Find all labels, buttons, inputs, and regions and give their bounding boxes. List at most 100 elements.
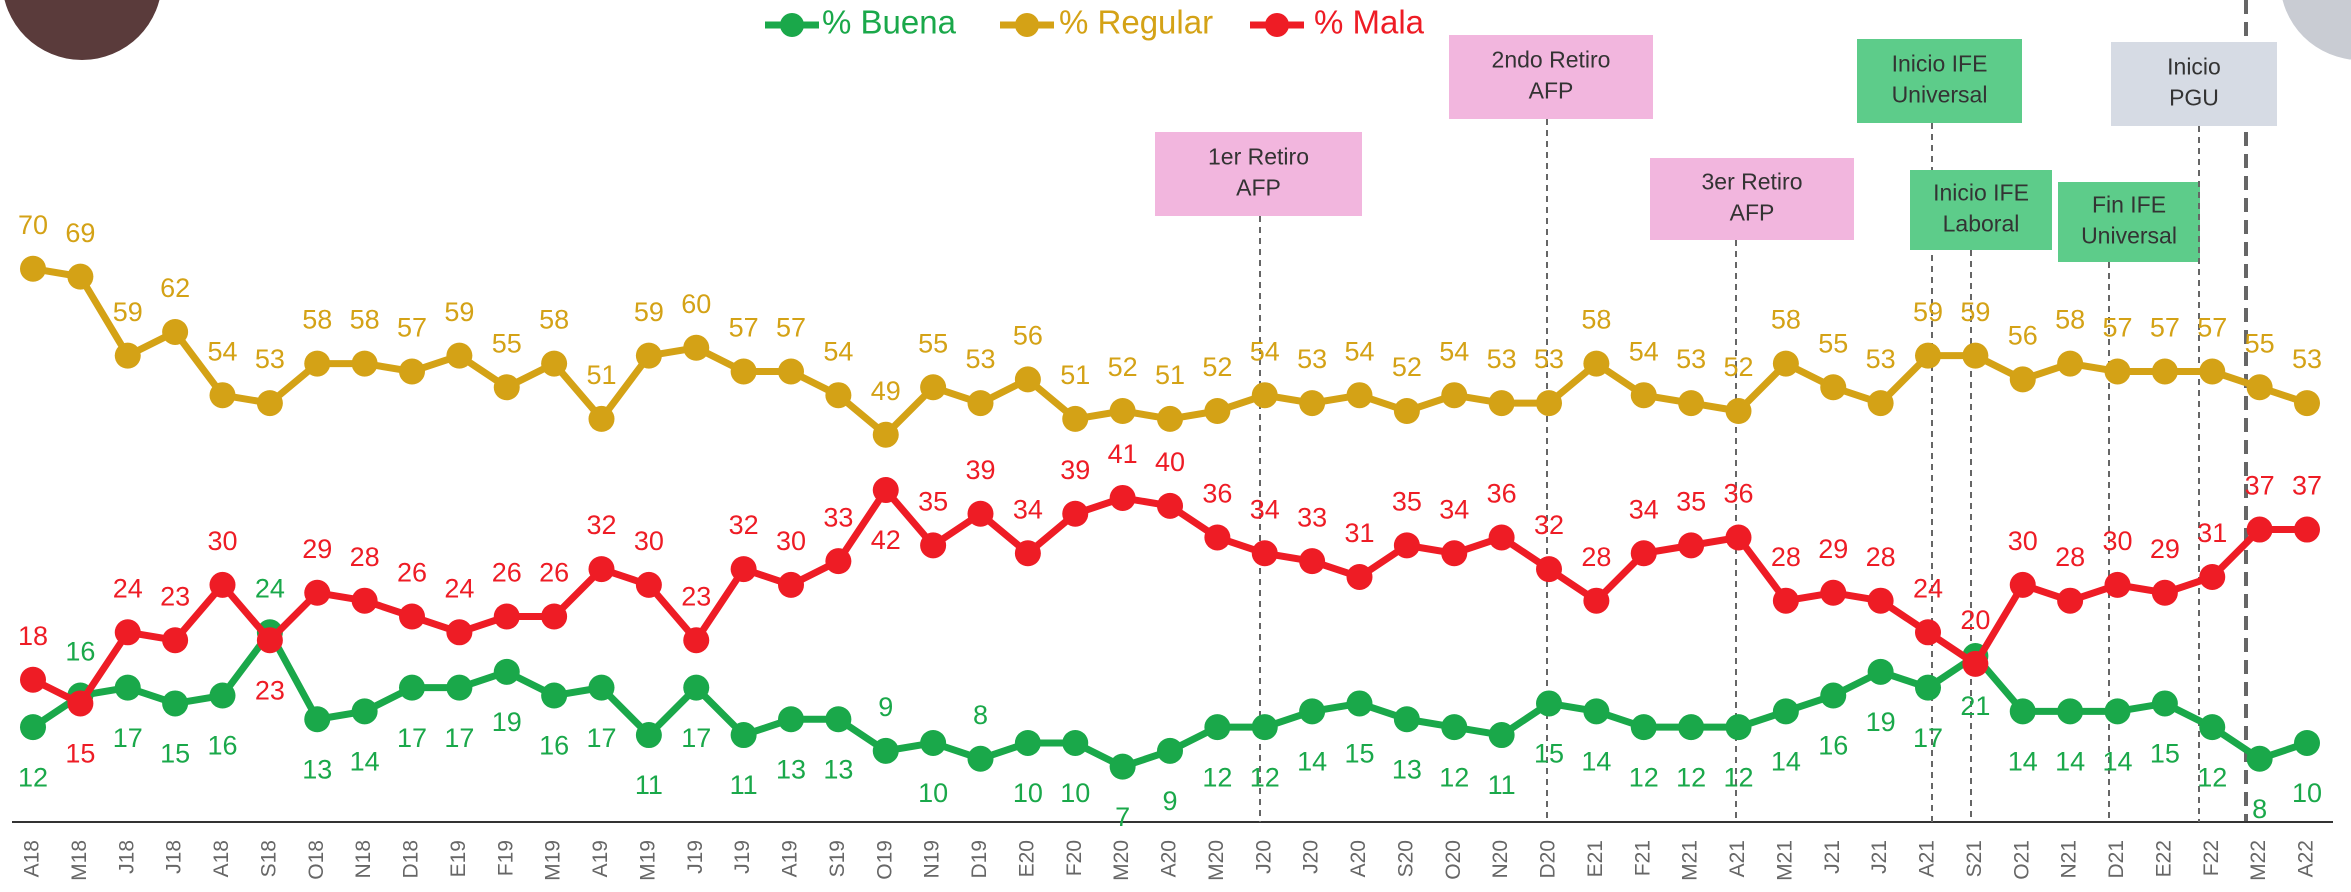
data-label: 28	[1866, 542, 1896, 572]
marker	[2104, 698, 2131, 725]
marker	[1820, 682, 1847, 709]
data-label: 13	[1392, 754, 1422, 784]
marker	[1299, 548, 1326, 575]
legend-marker	[1265, 13, 1289, 37]
marker	[1441, 382, 1468, 409]
data-label: 54	[1344, 336, 1374, 366]
data-label: 17	[586, 723, 616, 753]
portrait	[2282, 0, 2351, 60]
marker	[2246, 745, 2273, 772]
marker	[2294, 729, 2320, 756]
data-label: 57	[397, 313, 427, 343]
x-tick-label: A21	[1726, 840, 1749, 877]
marker	[493, 603, 520, 630]
data-label: 16	[1818, 731, 1848, 761]
data-label: 53	[2292, 344, 2322, 374]
marker	[1393, 532, 1420, 559]
x-tick-label: J18	[115, 840, 138, 874]
marker	[2199, 358, 2226, 385]
marker	[541, 603, 568, 630]
data-label: 23	[160, 581, 190, 611]
annotation-text: 2ndo Retiro	[1492, 47, 1611, 73]
data-label: 26	[492, 558, 522, 588]
marker	[446, 342, 473, 369]
data-label: 37	[2292, 471, 2322, 501]
data-label: 18	[18, 621, 48, 651]
x-tick-label: O21	[2010, 840, 2033, 880]
data-label: 49	[871, 376, 901, 406]
marker	[1772, 698, 1799, 725]
data-label: 53	[1297, 344, 1327, 374]
data-label: 13	[823, 754, 853, 784]
data-label: 28	[2055, 542, 2085, 572]
marker	[399, 358, 425, 385]
marker	[2057, 698, 2084, 725]
data-label: 60	[681, 289, 711, 319]
x-tick-label: M19	[542, 840, 565, 881]
x-tick-label: J21	[1821, 840, 1844, 874]
data-label: 57	[2150, 313, 2180, 343]
marker	[1725, 714, 1752, 741]
data-label: 35	[1392, 486, 1422, 516]
data-label: 17	[113, 723, 143, 753]
marker	[2104, 571, 2131, 598]
data-label: 15	[65, 739, 95, 769]
x-tick-label: F22	[2200, 840, 2223, 876]
marker	[1583, 698, 1610, 725]
data-label: 17	[397, 723, 427, 753]
data-label: 19	[492, 707, 522, 737]
annotation-text: Inicio	[2167, 54, 2221, 80]
annotation-box	[1155, 132, 1362, 216]
data-label: 59	[1960, 297, 1990, 327]
annotation-box	[2111, 42, 2277, 126]
x-tick-label: F19	[494, 840, 517, 876]
marker	[304, 706, 331, 733]
x-tick-label: A22	[2295, 840, 2318, 877]
data-label: 41	[1108, 439, 1138, 469]
marker	[1251, 382, 1278, 409]
marker	[920, 532, 947, 559]
marker	[730, 722, 757, 749]
x-tick-label: S18	[257, 840, 280, 877]
data-label: 30	[2102, 526, 2132, 556]
marker	[1536, 556, 1562, 583]
marker	[1393, 398, 1420, 424]
marker	[1157, 405, 1183, 432]
annotation-box	[1449, 35, 1653, 119]
marker	[209, 382, 236, 409]
x-tick-label: E19	[447, 840, 470, 877]
marker	[1109, 753, 1136, 780]
data-label: 42	[871, 525, 901, 555]
marker	[778, 571, 804, 598]
x-tick-label: M19	[636, 840, 659, 881]
marker	[114, 619, 141, 646]
data-label: 56	[2008, 321, 2038, 351]
marker	[1820, 374, 1847, 401]
data-label: 54	[1439, 336, 1469, 366]
x-tick-label: M20	[1110, 840, 1133, 881]
x-tick-label: N19	[921, 840, 944, 879]
data-label: 59	[444, 297, 474, 327]
marker	[778, 706, 804, 733]
data-label: 40	[1155, 447, 1185, 477]
data-label: 35	[918, 486, 948, 516]
marker	[635, 342, 662, 369]
marker	[351, 350, 378, 377]
data-label: 14	[2008, 746, 2038, 776]
data-label: 56	[1013, 321, 1043, 351]
x-tick-label: J20	[1300, 840, 1323, 874]
marker	[588, 556, 615, 583]
marker	[1630, 714, 1657, 741]
data-label: 16	[539, 731, 569, 761]
x-tick-label: N20	[1489, 840, 1512, 879]
marker	[1109, 484, 1136, 511]
data-label: 10	[1013, 778, 1043, 808]
x-tick-label: J19	[731, 840, 754, 874]
data-label: 53	[1866, 344, 1896, 374]
marker	[1299, 698, 1326, 725]
data-label: 39	[1060, 455, 1090, 485]
marker	[1915, 342, 1941, 369]
marker	[2009, 571, 2036, 598]
marker	[1915, 674, 1941, 701]
marker	[1867, 587, 1894, 614]
